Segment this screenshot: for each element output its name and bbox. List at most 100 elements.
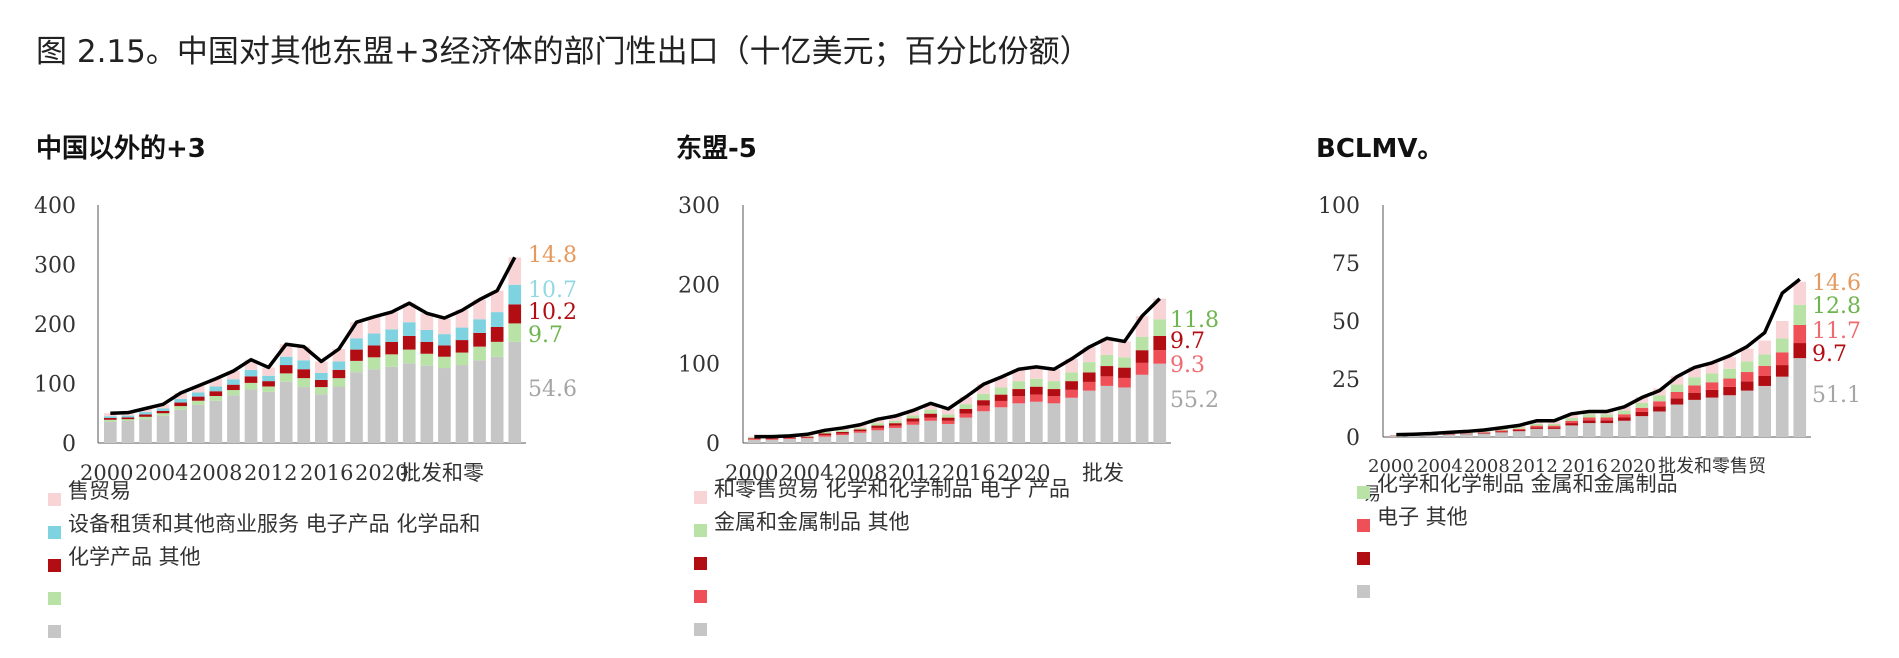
bar-segment — [157, 413, 170, 415]
bar-segment — [1618, 414, 1631, 417]
bar-segment — [473, 347, 486, 361]
bar-segment — [403, 336, 416, 350]
y-tick-label: 100 — [678, 353, 720, 378]
bar-segment — [1101, 386, 1114, 443]
bar-segment — [1758, 366, 1771, 376]
bar-segment — [1048, 369, 1061, 381]
bar-segment — [1495, 431, 1508, 432]
bar-segment — [836, 432, 849, 434]
bar-segment — [854, 431, 867, 433]
bar-segment — [174, 399, 187, 403]
bar-segment — [1706, 390, 1719, 398]
bar-segment — [104, 422, 117, 443]
bar-segment — [1030, 379, 1043, 387]
bar-segment — [783, 439, 796, 443]
bar-segment — [1776, 321, 1789, 338]
bar-segment — [1443, 435, 1456, 437]
bar-segment — [1012, 403, 1025, 443]
share-label: 9.7 — [1170, 329, 1205, 354]
bar-segment — [1048, 381, 1061, 389]
bar-segment — [924, 410, 937, 414]
bar-segment — [245, 376, 258, 383]
bar-segment — [1601, 414, 1614, 417]
bar-segment — [1565, 425, 1578, 437]
bar-segment — [1118, 387, 1131, 443]
bar-segment — [819, 437, 832, 443]
bar-segment — [122, 419, 135, 421]
bar-segment — [924, 418, 937, 421]
y-tick-label: 25 — [1332, 368, 1360, 393]
bar-segment — [192, 405, 205, 443]
x-tick-label: 批发和零 — [400, 461, 484, 485]
bar-segment — [139, 414, 152, 416]
bar-segment — [174, 410, 187, 443]
bar-segment — [836, 433, 849, 435]
bar-segment — [1030, 402, 1043, 443]
bar-segment — [1653, 395, 1666, 401]
bar-segment — [210, 386, 223, 391]
bar-segment — [210, 401, 223, 443]
legend-swatch — [694, 590, 707, 603]
bar-segment — [1530, 426, 1543, 428]
bar-segment — [297, 360, 310, 369]
bar-segment — [836, 435, 849, 443]
bar-segment — [1776, 352, 1789, 365]
bar-segment — [1495, 431, 1508, 432]
bar-segment — [1636, 403, 1649, 408]
bar-segment — [977, 400, 990, 406]
bar-segment — [1478, 432, 1491, 433]
bar-segment — [1153, 319, 1166, 336]
legend-text: 售贸易 — [68, 475, 131, 505]
bar-segment — [280, 382, 293, 443]
bar-segment — [1653, 406, 1666, 411]
bar-segment — [1548, 424, 1561, 426]
y-tick-label: 0 — [62, 432, 76, 457]
bar-segment — [1793, 343, 1806, 358]
legend-swatch — [1357, 552, 1370, 565]
bar-segment — [1758, 354, 1771, 366]
bar-segment — [1101, 355, 1114, 366]
bar-segment — [508, 285, 521, 305]
bar-segment — [368, 334, 381, 346]
bar-segment — [871, 428, 884, 430]
bar-segment — [942, 414, 955, 417]
bar-segment — [508, 323, 521, 341]
bar-segment — [1688, 393, 1701, 400]
y-tick-label: 0 — [706, 432, 720, 457]
bar-segment — [438, 368, 451, 443]
bar-segment — [192, 392, 205, 396]
share-label: 11.7 — [1812, 319, 1861, 344]
legend-text: 化学和化学制品 金属和金属制品 — [1377, 468, 1678, 498]
bar-segment — [227, 379, 240, 384]
y-tick-label: 100 — [1318, 194, 1360, 219]
bar-segment — [473, 333, 486, 347]
bar-segment — [1601, 420, 1614, 423]
bar-segment — [157, 416, 170, 443]
bar-segment — [350, 338, 363, 349]
bar-segment — [1636, 416, 1649, 437]
bar-segment — [1136, 350, 1149, 363]
bar-segment — [1012, 396, 1025, 403]
bar-segment — [1478, 434, 1491, 437]
bar-segment — [1065, 390, 1078, 398]
total-line — [110, 257, 514, 413]
bar-segment — [227, 390, 240, 395]
bar-segment — [1513, 429, 1526, 430]
bar-segment — [871, 423, 884, 425]
legend-swatch — [48, 592, 61, 605]
bar-segment — [1065, 381, 1078, 390]
bar-segment — [1083, 372, 1096, 382]
bar-segment — [508, 342, 521, 443]
bar-segment — [889, 421, 902, 423]
y-tick-label: 300 — [34, 254, 76, 279]
bar-segment — [174, 406, 187, 410]
bar-segment — [924, 421, 937, 443]
bar-segment — [1671, 398, 1684, 404]
bar-segment — [456, 353, 469, 365]
bar-segment — [1030, 395, 1043, 402]
bar-segment — [1706, 373, 1719, 382]
bar-segment — [1653, 411, 1666, 437]
legend-text: 和零售贸易 化学和化学制品 电子 产品 — [714, 473, 1070, 503]
bar-segment — [1741, 381, 1754, 390]
bar-segment — [245, 370, 258, 377]
